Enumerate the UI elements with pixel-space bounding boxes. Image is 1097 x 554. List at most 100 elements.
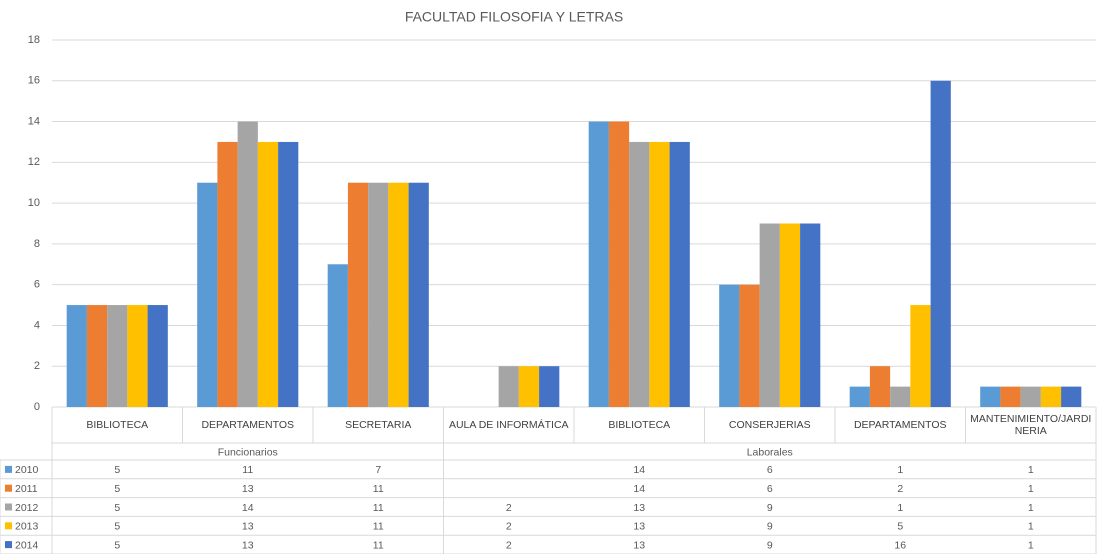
bar bbox=[608, 121, 630, 408]
x-tick-label-box: AULA DE INFORMÁTICA bbox=[448, 419, 569, 431]
bar bbox=[327, 264, 348, 407]
table-value: 1 bbox=[1028, 464, 1034, 476]
legend-swatch bbox=[5, 522, 12, 530]
x-tick-label: DEPARTAMENTOS bbox=[201, 419, 295, 431]
table-value: 2 bbox=[506, 502, 512, 514]
bar bbox=[869, 366, 891, 407]
bar bbox=[197, 182, 218, 407]
bar bbox=[107, 305, 128, 407]
x-tick-label-box: DEPARTAMENTOS bbox=[201, 419, 295, 431]
x-tick-label: BIBLIOTECA bbox=[608, 419, 671, 431]
chart-title: FACULTAD FILOSOFIA Y LETRAS bbox=[405, 9, 623, 25]
bar bbox=[719, 284, 740, 407]
table-value: 2 bbox=[506, 521, 512, 533]
y-tick-label: 14 bbox=[28, 115, 40, 127]
table-value: 6 bbox=[767, 483, 773, 495]
bar bbox=[649, 141, 670, 407]
table-value: 2 bbox=[897, 483, 903, 495]
group-label: Funcionarios bbox=[218, 446, 278, 458]
x-tick-label-box: SECRETARIA bbox=[345, 419, 412, 431]
bar bbox=[588, 121, 609, 408]
y-tick-label: 8 bbox=[34, 238, 40, 250]
y-tick-label: 0 bbox=[34, 401, 40, 413]
bar bbox=[779, 223, 801, 407]
x-tick-label: SECRETARIA bbox=[345, 419, 412, 431]
bar bbox=[1020, 386, 1041, 407]
bar bbox=[629, 141, 650, 407]
table-value: 6 bbox=[767, 464, 773, 476]
legend-label: 2011 bbox=[15, 483, 38, 495]
bar bbox=[86, 305, 108, 407]
x-tick-label: AULA DE INFORMÁTICA bbox=[448, 419, 569, 431]
group-label: Laborales bbox=[747, 446, 793, 458]
bar bbox=[257, 141, 279, 407]
table-value: 13 bbox=[242, 539, 254, 551]
legend-label: 2010 bbox=[15, 464, 39, 476]
bar bbox=[739, 284, 760, 407]
bar bbox=[1061, 386, 1082, 407]
bar bbox=[910, 305, 931, 407]
table-value: 11 bbox=[373, 539, 384, 551]
table-value: 11 bbox=[373, 521, 384, 533]
y-tick-label: 12 bbox=[28, 156, 40, 168]
table-value: 9 bbox=[767, 539, 773, 551]
legend-label: 2014 bbox=[15, 539, 39, 551]
bar bbox=[539, 366, 560, 407]
bar bbox=[800, 223, 821, 407]
table-value: 9 bbox=[767, 521, 773, 533]
bar bbox=[1040, 386, 1062, 407]
table-value: 16 bbox=[894, 539, 906, 551]
table-value: 13 bbox=[633, 521, 645, 533]
table-value: 1 bbox=[1028, 502, 1034, 514]
table-value: 5 bbox=[114, 464, 120, 476]
bar bbox=[669, 141, 690, 407]
x-tick-label-box: DEPARTAMENTOS bbox=[853, 419, 947, 431]
table-value: 1 bbox=[1028, 483, 1034, 495]
bar bbox=[147, 305, 168, 407]
table-value: 11 bbox=[373, 483, 384, 495]
bar bbox=[368, 182, 389, 407]
table-value: 13 bbox=[242, 521, 254, 533]
x-tick-label: MANTENIMIENTO/JARDINERIA bbox=[970, 413, 1092, 437]
table-value: 1 bbox=[897, 502, 903, 514]
legend-swatch bbox=[5, 465, 12, 473]
y-tick-label: 18 bbox=[28, 34, 40, 46]
bar bbox=[890, 386, 911, 407]
table-value: 1 bbox=[1028, 521, 1034, 533]
y-tick-label: 6 bbox=[34, 279, 40, 291]
bar bbox=[388, 182, 409, 407]
x-tick-label-box: MANTENIMIENTO/JARDINERIA bbox=[970, 413, 1092, 437]
bar bbox=[347, 182, 369, 407]
legend-swatch bbox=[5, 503, 12, 511]
table-value: 1 bbox=[897, 464, 903, 476]
x-tick-label: CONSERJERIAS bbox=[728, 419, 811, 431]
table-value: 13 bbox=[633, 502, 645, 514]
table-value: 5 bbox=[114, 483, 120, 495]
bar bbox=[518, 366, 540, 407]
table-value: 13 bbox=[633, 539, 645, 551]
y-tick-label: 16 bbox=[28, 75, 40, 87]
table-value: 2 bbox=[506, 539, 512, 551]
bar bbox=[66, 305, 87, 407]
table-value: 1 bbox=[1028, 539, 1034, 551]
bar bbox=[408, 182, 429, 407]
y-tick-label: 2 bbox=[34, 360, 40, 372]
table-value: 11 bbox=[373, 502, 384, 514]
table-value: 5 bbox=[114, 502, 120, 514]
bar bbox=[930, 80, 951, 408]
x-tick-label-box: CONSERJERIAS bbox=[728, 419, 811, 431]
x-tick-label: DEPARTAMENTOS bbox=[853, 419, 947, 431]
legend-swatch bbox=[5, 484, 12, 492]
bar bbox=[849, 386, 870, 407]
x-tick-label-box: BIBLIOTECA bbox=[608, 419, 671, 431]
bar bbox=[759, 223, 780, 407]
bar bbox=[237, 121, 258, 408]
legend-label: 2012 bbox=[15, 502, 39, 514]
bar bbox=[127, 305, 148, 407]
table-value: 11 bbox=[242, 464, 253, 476]
x-tick-label-box: BIBLIOTECA bbox=[86, 419, 148, 431]
table-value: 5 bbox=[897, 521, 903, 533]
table-value: 13 bbox=[242, 483, 254, 495]
legend-label: 2013 bbox=[15, 521, 39, 533]
